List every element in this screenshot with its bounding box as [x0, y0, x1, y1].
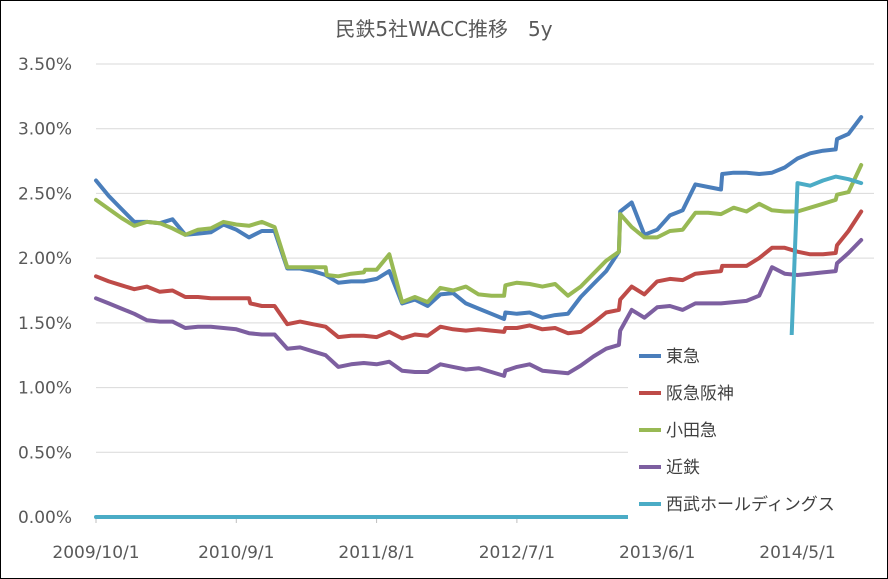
y-tick-label: 2.00% — [18, 249, 72, 269]
x-axis-ticks: 2009/10/1 2010/9/1 2011/8/1 2012/7/1 2013/6/… — [52, 517, 836, 563]
legend-background — [628, 335, 876, 525]
y-tick-label: 1.50% — [18, 314, 72, 334]
y-tick-label: 3.50% — [18, 55, 72, 75]
legend-label: 西武ホールディングス — [666, 494, 835, 515]
x-tick-label: 2010/9/1 — [198, 543, 274, 563]
x-tick-label: 2011/8/1 — [338, 543, 414, 563]
chart-title: 民鉄5社WACC推移 5y — [335, 17, 552, 41]
series-line-4 — [94, 238, 864, 378]
y-tick-label: 2.50% — [18, 184, 72, 204]
y-tick-label: 0.50% — [18, 443, 72, 463]
legend-label: 東急 — [666, 347, 700, 367]
legend-label: 近鉄 — [666, 458, 700, 478]
y-tick-label: 1.00% — [18, 379, 72, 399]
x-tick-label: 2013/6/1 — [619, 543, 695, 563]
y-axis-ticks: 0.00% 0.50% 1.00% 1.50% 2.00% 2.50% 3.00% 3.50% — [18, 55, 72, 528]
legend-label: 小田急 — [666, 421, 717, 441]
series-line-3 — [94, 163, 864, 305]
y-tick-label: 3.00% — [18, 120, 72, 140]
series-line-2 — [94, 209, 864, 341]
x-tick-label: 2012/7/1 — [479, 543, 555, 563]
legend-label: 阪急阪神 — [666, 384, 734, 404]
x-tick-label: 2009/10/1 — [52, 543, 139, 563]
y-tick-label: 0.00% — [18, 508, 72, 528]
x-tick-label: 2014/5/1 — [759, 543, 835, 563]
series-line-1 — [94, 115, 864, 321]
